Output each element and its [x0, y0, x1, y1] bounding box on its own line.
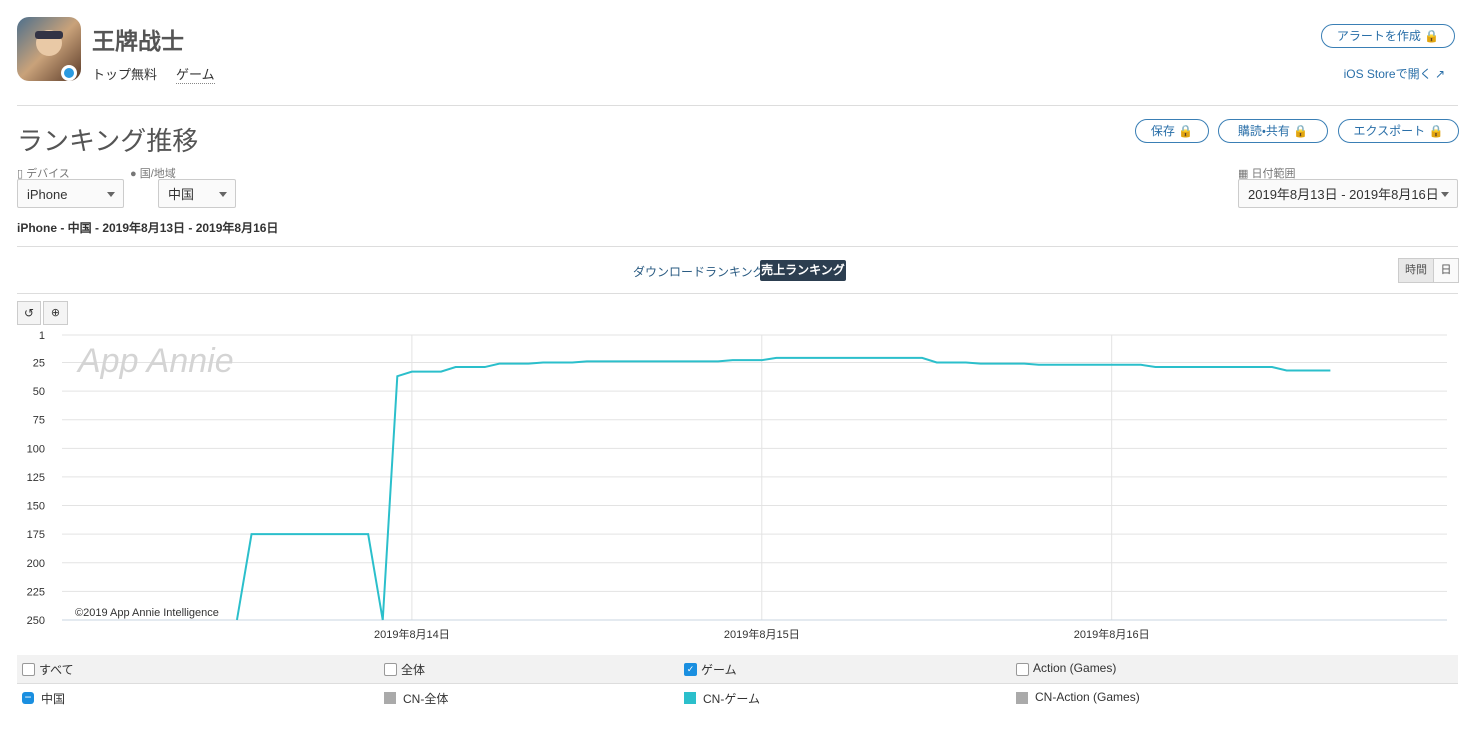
y-tick-label: 225 [27, 586, 45, 598]
x-tick-label: 2019年8月14日 [374, 627, 450, 641]
legend-label[interactable]: CN-全体 [403, 692, 449, 706]
app-icon [17, 17, 81, 81]
app-name: 王牌战士 [92, 28, 184, 54]
divider [17, 246, 1458, 247]
button-label: 保存 [1150, 124, 1175, 138]
divider [17, 105, 1458, 106]
y-tick-label: 125 [27, 472, 45, 484]
checkbox[interactable] [384, 663, 397, 676]
filter-label[interactable]: Action (Games) [1033, 661, 1117, 675]
filter-label[interactable]: ゲーム [701, 663, 737, 677]
alert-button[interactable]: アラートを作成 🔒 [1321, 24, 1455, 48]
export-button[interactable]: エクスポート 🔒 [1338, 119, 1459, 143]
divider [17, 293, 1458, 294]
filter-label[interactable]: 全体 [401, 663, 426, 677]
date-label: ▦ 日付範囲 [1238, 168, 1296, 180]
country-label: ● 国/地域 [130, 168, 176, 180]
y-tick-label: 1 [39, 330, 45, 342]
date-select[interactable]: 2019年8月13日 - 2019年8月16日 [1238, 179, 1458, 208]
y-tick-label: 50 [33, 386, 45, 398]
section-title: ランキング推移 [17, 126, 199, 156]
button-label: 購読・共有 [1237, 124, 1290, 138]
credit: ©2019 App Annie Intelligence [75, 607, 219, 619]
checkbox[interactable]: ✓ [684, 663, 697, 676]
label: 国/地域 [139, 168, 176, 180]
x-tick-label: 2019年8月16日 [1074, 627, 1150, 641]
filter-label[interactable]: すべて [39, 663, 74, 677]
button-label: アラートを作成 [1336, 29, 1421, 43]
y-tick-label: 200 [27, 558, 45, 570]
legend-swatch[interactable]: − [22, 691, 34, 704]
filter-row [17, 655, 1458, 683]
y-tick-label: 100 [27, 443, 45, 455]
zoom-button[interactable]: ⊕ [43, 301, 68, 325]
granularity-button[interactable]: 日 [1433, 258, 1459, 283]
watermark: App Annie [76, 342, 234, 380]
legend-swatch[interactable] [384, 692, 396, 704]
checkbox[interactable] [1016, 663, 1029, 676]
label: デバイス [26, 168, 70, 180]
tag[interactable]: ゲーム [176, 64, 215, 84]
y-tick-label: 250 [27, 615, 45, 627]
y-tick-label: 75 [33, 415, 45, 427]
country-select[interactable]: 中国 [158, 179, 236, 208]
summary: iPhone - 中国 - 2019年8月13日 - 2019年8月16日 [17, 221, 279, 235]
checkbox[interactable] [22, 663, 35, 676]
y-tick-label: 25 [33, 357, 45, 369]
x-tick-label: 2019年8月15日 [724, 627, 800, 641]
tag: トップ無料 [92, 67, 158, 82]
share-button[interactable]: 購読・共有 🔒 [1218, 119, 1328, 143]
tab[interactable]: ダウンロードランキング [633, 265, 765, 279]
label: 日付範囲 [1251, 168, 1296, 180]
device-label: ▯ デバイス [17, 168, 70, 180]
y-tick-label: 150 [27, 501, 45, 513]
series-line [235, 356, 1331, 621]
device-select[interactable]: iPhone [17, 179, 124, 208]
button-label: エクスポート [1353, 124, 1426, 138]
legend-label[interactable]: CN-Action (Games) [1035, 690, 1140, 704]
save-button[interactable]: 保存 🔒 [1135, 119, 1209, 143]
reset-button[interactable]: ↺ [17, 301, 41, 325]
divider [17, 683, 1458, 684]
tab-active[interactable]: 売上ランキング [760, 260, 846, 281]
link-label: iOS Storeで開く [1343, 67, 1432, 81]
y-tick-label: 175 [27, 529, 45, 541]
legend-label[interactable]: 中国 [41, 692, 66, 706]
legend-swatch[interactable] [684, 692, 696, 704]
legend-swatch[interactable] [1016, 692, 1028, 704]
store-link[interactable]: iOS Storeで開く ↗ [1343, 67, 1445, 81]
legend-label[interactable]: CN-ゲーム [703, 692, 760, 706]
